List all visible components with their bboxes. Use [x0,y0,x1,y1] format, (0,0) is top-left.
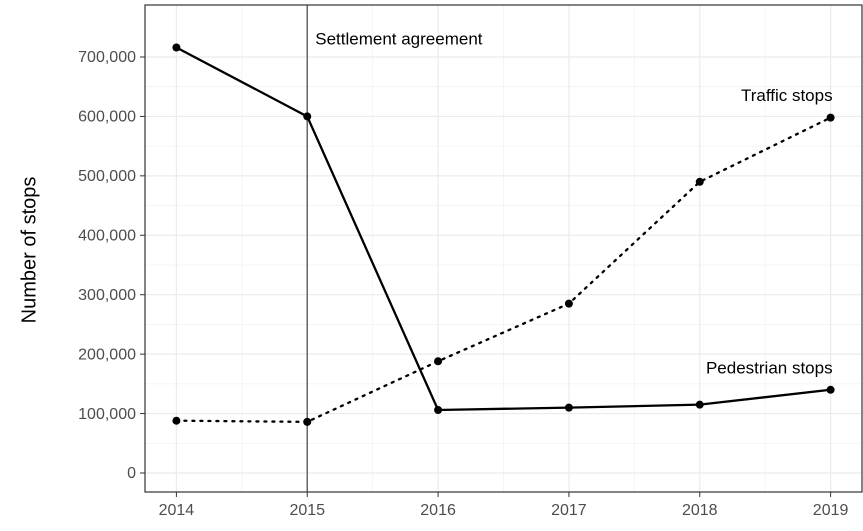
y-tick-label: 700,000 [78,49,136,66]
point [695,400,704,409]
point [303,417,312,426]
y-tick-label: 600,000 [78,109,136,126]
y-tick-label: 0 [127,465,136,482]
panel-border [144,4,863,493]
point [564,403,573,412]
annotation: Settlement agreement [315,29,483,48]
x-tick-label: 2019 [813,502,849,519]
y-tick-label: 400,000 [78,227,136,244]
y-tick-label: 300,000 [78,287,136,304]
point [303,112,312,121]
point [826,113,835,122]
point [434,405,443,414]
series-label: Pedestrian stops [706,358,833,377]
point [172,43,181,52]
x-tick-label: 2016 [420,502,456,519]
point [564,299,573,308]
line [175,116,832,424]
x-tick-label: 2017 [551,502,587,519]
series-label: Traffic stops [741,86,833,105]
line [175,46,832,412]
y-axis-label: Number of stops [18,177,40,324]
y-tick-label: 500,000 [78,168,136,185]
x-tick-label: 2015 [289,502,325,519]
y-tick-label: 100,000 [78,406,136,423]
point [695,177,704,186]
x-tick-label: 2014 [159,502,195,519]
point [434,357,443,366]
x-tick-label: 2018 [682,502,718,519]
point [172,416,181,425]
point [826,385,835,394]
y-tick-label: 200,000 [78,346,136,363]
